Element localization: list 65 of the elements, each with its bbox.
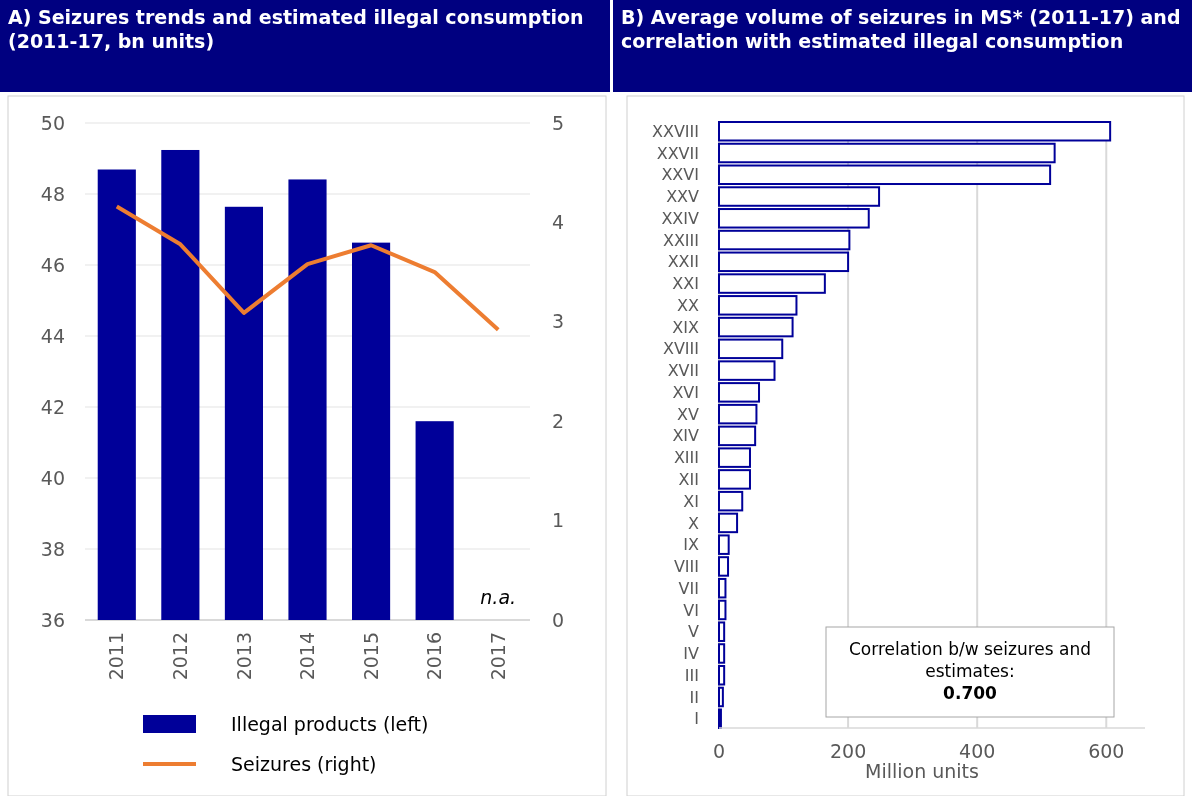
y-tick-label: XI [683,491,699,511]
legend-label: Illegal products (left) [231,712,429,735]
y-tick-label: V [688,622,700,642]
y-tick-label: X [688,513,700,533]
annotation: Correlation b/w seizures and estimates: [848,639,1092,681]
y-tick-label: XXIII [662,230,699,250]
x-tick-label: 2016 [423,632,446,681]
y2-tick-label: 5 [552,111,565,134]
x-tick-label: 2012 [169,632,192,681]
y-tick-label: XVI [672,382,699,402]
y-tick-label: 48 [40,182,65,205]
bar [718,121,1112,142]
y-tick-label: XII [678,470,699,489]
y-tick-label: 40 [40,466,65,489]
y-tick-label: XXVIII [651,121,699,141]
y-tick-label: 44 [40,324,65,347]
x-tick-label: 2017 [486,632,509,681]
x-tick-label: 2011 [105,632,128,681]
y-tick-label: XVIII [662,339,699,359]
y-tick-label: XXVI [661,165,699,185]
y-tick-label: XXVII [656,143,699,163]
y2-tick-label: 1 [552,509,565,532]
y2-tick-label: 2 [552,409,565,432]
y-tick-label: XX [677,295,700,315]
chart-title: A) Seizures trends and estimated illegal consumption (2011-17, bn units) [8,6,584,52]
y-tick-label: XIV [672,426,700,446]
y-tick-label: XIII [673,448,699,468]
y2-tick-label: 0 [552,608,565,631]
annotation: 0.700 [943,683,998,703]
annotation: n.a. [480,586,517,608]
y-tick-label: IV [683,644,700,664]
y2-tick-label: 4 [552,211,565,234]
y-tick-label: XXI [672,274,699,294]
chart-title: B) Average volume of seizures in MS* (2011-17) and correlation with estimated illegal consumption [621,6,1181,52]
y2-tick-label: 3 [552,310,565,333]
x-tick-label: 2013 [232,632,255,681]
y-tick-label: VI [683,600,699,620]
line-series [114,204,501,332]
y-tick-label: XXII [667,252,699,272]
y-tick-label: III [684,665,699,685]
x-tick-label: 2014 [296,632,319,681]
y-tick-label: XVII [667,361,699,381]
x-tick-label: 0 [712,740,726,762]
y-tick-label: II [689,687,699,707]
y-tick-label: VIII [673,557,699,577]
y-tick-label: 36 [40,608,65,631]
y-tick-label: XXIV [661,208,700,228]
y-tick-label: XXV [666,187,700,207]
x-tick-label: 200 [829,740,867,762]
y-tick-label: 46 [40,253,65,276]
y-tick-label: 42 [40,395,65,418]
y-tick-label: IX [683,535,700,555]
bar [718,142,1056,164]
legend-label: Seizures (right) [231,752,377,775]
y-tick-label: 50 [40,111,65,134]
x-axis-title: Million units [865,760,979,782]
y-tick-label: 38 [40,537,65,560]
y-tick-label: XV [677,404,700,424]
bar [718,686,724,708]
y-tick-label: I [694,709,699,729]
y-tick-label: VII [678,578,699,598]
x-tick-label: 600 [1088,740,1125,762]
y-tick-label: XIX [672,317,700,337]
x-tick-label: 2015 [359,632,382,681]
x-tick-label: 400 [959,740,996,762]
